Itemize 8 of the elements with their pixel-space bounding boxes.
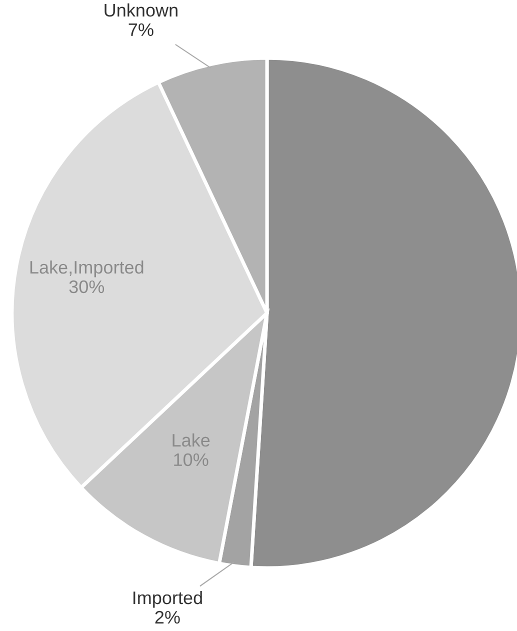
data-label: 2%: [155, 610, 180, 624]
slice-label: Unknown: [104, 3, 178, 17]
data-label: 7%: [128, 23, 154, 36]
data-label: 30%: [69, 280, 104, 294]
slice-label: Imported: [134, 590, 202, 608]
data-label: 10%: [174, 453, 208, 466]
slice-label: Lake,Imported: [30, 260, 144, 278]
slice-label: Lake: [172, 433, 210, 447]
